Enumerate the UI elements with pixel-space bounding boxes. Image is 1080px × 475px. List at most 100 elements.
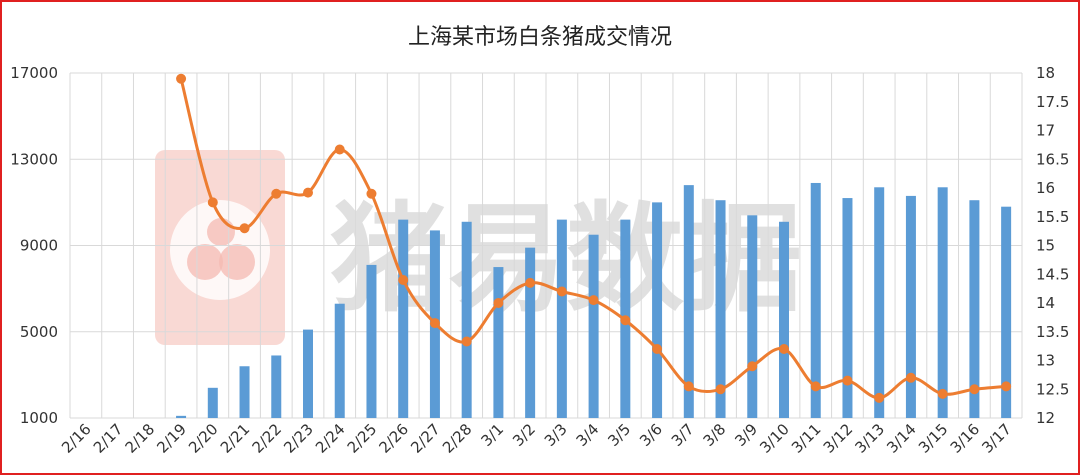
- right-tick-label: 16.5: [1036, 150, 1069, 168]
- x-tick-label: 3/10: [756, 420, 793, 457]
- x-tick-label: 3/14: [883, 420, 920, 457]
- gridlines: [69, 72, 1023, 419]
- x-tick-label: 3/7: [668, 420, 698, 450]
- chart-title: 上海某市场白条猪成交情况: [408, 25, 672, 50]
- line-point: [588, 295, 599, 306]
- left-tick-label: 9000: [20, 237, 58, 255]
- bar: [810, 182, 821, 418]
- bar: [207, 387, 218, 418]
- x-tick-label: 2/23: [280, 420, 317, 457]
- bar: [239, 366, 250, 418]
- right-tick-label: 14: [1036, 294, 1055, 312]
- line-point: [334, 144, 345, 155]
- line-point: [556, 286, 567, 297]
- right-tick-label: 13: [1036, 352, 1055, 370]
- bar: [588, 234, 599, 418]
- line-point: [271, 188, 282, 199]
- bar: [905, 195, 916, 418]
- line-point: [715, 384, 726, 395]
- x-tick-label: 3/2: [509, 420, 539, 450]
- watermark-logo: [155, 150, 285, 345]
- x-tick-label: 3/16: [947, 420, 984, 457]
- bar: [874, 187, 885, 418]
- x-tick-label: 2/17: [90, 420, 127, 457]
- bar: [461, 221, 472, 418]
- x-tick-label: 2/27: [407, 420, 444, 457]
- bar: [271, 355, 282, 418]
- left-tick-label: 13000: [10, 150, 58, 168]
- right-tick-label: 12: [1036, 409, 1055, 427]
- bar: [525, 247, 536, 418]
- bar: [556, 219, 567, 418]
- line-point: [303, 187, 313, 198]
- x-tick-label: 2/19: [153, 420, 190, 457]
- line-point: [842, 375, 853, 386]
- line-point: [429, 318, 440, 329]
- right-tick-label: 13.5: [1036, 323, 1069, 341]
- bar: [715, 200, 726, 418]
- bar: [652, 202, 663, 418]
- x-tick-label: 3/17: [978, 420, 1015, 457]
- left-axis-ticks: 1000 5000 9000 13000 17000: [10, 64, 58, 427]
- line-point: [874, 392, 885, 403]
- line-point: [366, 188, 377, 199]
- right-tick-label: 12.5: [1036, 380, 1069, 398]
- x-tick-label: 3/6: [636, 420, 666, 450]
- line-point: [239, 223, 250, 234]
- bar: [334, 303, 345, 418]
- x-tick-label: 2/26: [375, 420, 412, 457]
- line-point: [207, 197, 218, 208]
- line-point: [937, 388, 948, 399]
- x-tick-label: 3/15: [915, 420, 952, 457]
- x-tick-label: 3/5: [604, 420, 634, 450]
- x-tick-label: 2/22: [249, 420, 286, 457]
- x-tick-label: 3/8: [700, 420, 730, 450]
- right-tick-label: 15.5: [1036, 208, 1069, 226]
- line-point: [398, 275, 409, 285]
- line-point: [1001, 381, 1012, 392]
- bar: [366, 264, 377, 418]
- x-tick-label: 3/12: [820, 420, 857, 457]
- x-tick-label: 3/13: [851, 420, 888, 457]
- x-tick-label: 3/4: [573, 420, 603, 450]
- bar: [969, 200, 980, 418]
- x-tick-label: 2/21: [217, 420, 254, 457]
- bar: [176, 415, 187, 418]
- line-series: [176, 73, 1012, 403]
- right-tick-label: 17.5: [1036, 93, 1069, 111]
- x-axis-ticks: 2/162/172/182/192/202/212/222/232/242/25…: [58, 420, 1015, 457]
- bar: [303, 329, 313, 418]
- right-tick-label: 17: [1036, 122, 1055, 140]
- right-tick-label: 15: [1036, 237, 1055, 255]
- bar: [493, 267, 504, 418]
- line-point: [747, 361, 758, 372]
- line-point: [779, 344, 789, 354]
- line-point: [525, 277, 536, 288]
- right-tick-label: 16: [1036, 179, 1055, 197]
- x-tick-label: 2/28: [439, 420, 476, 457]
- bar: [683, 185, 694, 418]
- bar: [747, 215, 758, 418]
- line-point: [905, 372, 916, 383]
- left-tick-label: 17000: [10, 64, 58, 82]
- bar: [842, 198, 853, 418]
- bar: [937, 187, 948, 418]
- line-point: [461, 336, 472, 347]
- line-point: [652, 344, 663, 354]
- x-tick-label: 3/1: [477, 420, 507, 450]
- right-tick-label: 18: [1036, 64, 1055, 82]
- x-tick-label: 3/3: [541, 420, 571, 450]
- right-tick-label: 14.5: [1036, 265, 1069, 283]
- right-axis-ticks: 12 12.5 13 13.5 14 14.5 15 15.5 16 16.5 17 17.5 18: [1036, 64, 1069, 427]
- line-point: [493, 298, 504, 308]
- line-point: [176, 73, 187, 84]
- x-tick-label: 2/20: [185, 420, 222, 457]
- line-point: [620, 315, 631, 326]
- x-tick-label: 2/24: [312, 420, 349, 457]
- x-tick-label: 2/16: [58, 420, 95, 457]
- line-point: [683, 381, 694, 392]
- bar: [398, 219, 409, 418]
- left-tick-label: 1000: [20, 409, 58, 427]
